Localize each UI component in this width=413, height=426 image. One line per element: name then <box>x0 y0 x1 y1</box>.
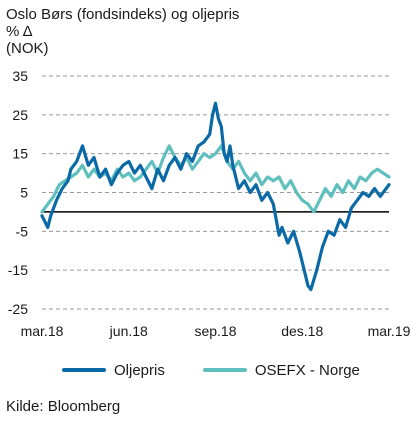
y-tick-label: -15 <box>8 262 28 278</box>
y-tick-label: -25 <box>8 301 28 317</box>
series-lines <box>40 101 391 292</box>
y-axis-unit-line-2: (NOK) <box>6 40 49 57</box>
gridlines <box>42 75 389 310</box>
chart-title: Oslo Børs (fondsindeks) og oljepris <box>6 6 240 23</box>
y-axis-unit-line-1: % Δ <box>6 23 33 40</box>
series-line-osefx <box>40 144 391 214</box>
series-line-oljepris <box>40 101 391 292</box>
legend-item-oljepris: Oljepris <box>62 362 165 379</box>
y-tick-label: 25 <box>12 107 28 123</box>
legend-label-osefx: OSEFX - Norge <box>254 361 360 379</box>
y-tick-label: 35 <box>12 68 28 84</box>
y-tick-label: 15 <box>12 146 28 162</box>
x-tick-label: mar.18 <box>21 323 64 339</box>
x-tick-label: mar.19 <box>368 323 411 339</box>
x-tick-label: des.18 <box>281 323 323 339</box>
legend: Oljepris OSEFX - Norge <box>62 360 398 380</box>
x-tick-label: sep.18 <box>194 323 236 339</box>
source-note: Kilde: Bloomberg <box>6 398 121 415</box>
x-tick-label: jun.18 <box>109 323 148 339</box>
legend-swatch-osefx <box>202 368 247 372</box>
y-tick-label: -5 <box>16 223 29 239</box>
legend-label-oljepris: Oljepris <box>114 361 165 379</box>
legend-item-osefx: OSEFX - Norge <box>202 361 360 379</box>
legend-swatch-oljepris <box>62 368 106 372</box>
tick-labels: 35 25 15 5 -5 -15 -25 mar.18 jun.18 sep.18 des.18 m… <box>8 68 411 339</box>
chart-plot: 35 25 15 5 -5 -15 -25 mar.18 jun.18 sep.18 des.18 m… <box>8 68 411 339</box>
y-tick-label: 5 <box>20 185 28 201</box>
